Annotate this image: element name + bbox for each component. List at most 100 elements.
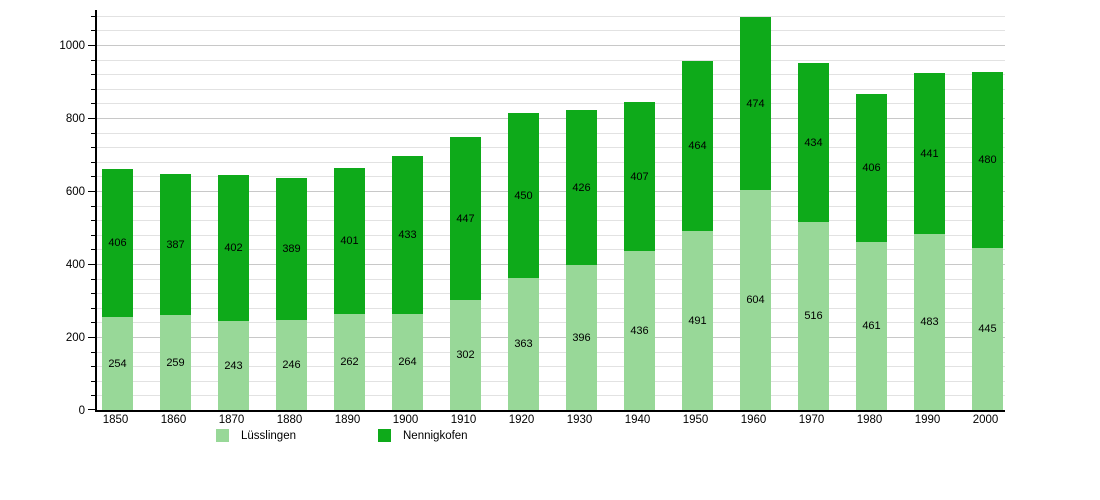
minor-gridline — [97, 220, 1005, 222]
bar-segment-lusslingen: 436 — [624, 251, 655, 410]
bar-group-1870: 243 402 — [218, 175, 249, 410]
minor-gridline — [97, 322, 1005, 324]
legend-label-lusslingen: Lüsslingen — [241, 429, 296, 442]
major-gridline — [97, 264, 1005, 265]
minor-gridline — [97, 366, 1005, 368]
x-tick-label: 1870 — [218, 414, 245, 426]
bar-segment-nennigkofen: 464 — [682, 61, 713, 231]
bar-segment-lusslingen: 363 — [508, 278, 539, 410]
bar-segment-lusslingen: 259 — [160, 315, 191, 410]
minor-gridline — [97, 147, 1005, 149]
bar-group-1930: 396 426 — [566, 110, 597, 410]
bar-group-2000: 445 480 — [972, 72, 1003, 410]
y-tick-label: 0 — [78, 405, 85, 417]
bar-group-1890: 262 401 — [334, 168, 365, 410]
y-axis-tick — [91, 278, 95, 280]
bar-value-label: 436 — [630, 324, 649, 337]
bar-segment-lusslingen: 461 — [856, 242, 887, 410]
bar-value-label: 474 — [746, 97, 765, 110]
bar-value-label: 434 — [804, 136, 823, 149]
bar-segment-nennigkofen: 474 — [740, 17, 771, 190]
x-tick-label: 1850 — [102, 414, 129, 426]
y-axis-tick — [91, 351, 95, 353]
bar-value-label: 396 — [572, 331, 591, 344]
bar-segment-lusslingen: 243 — [218, 321, 249, 410]
bar-group-1860: 259 387 — [160, 174, 191, 410]
bar-value-label: 464 — [688, 140, 707, 152]
major-gridline — [97, 337, 1005, 338]
x-tick-label: 1940 — [624, 414, 651, 426]
bar-segment-lusslingen: 264 — [392, 314, 423, 410]
y-axis-tick — [91, 234, 95, 236]
y-axis-tick — [88, 45, 95, 46]
bar-value-label: 483 — [920, 316, 939, 328]
bar-group-1970: 516 434 — [798, 63, 829, 410]
bar-segment-lusslingen: 516 — [798, 222, 829, 410]
x-tick-label: 1880 — [276, 414, 303, 426]
bar-value-label: 491 — [688, 314, 707, 327]
bar-segment-nennigkofen: 433 — [392, 156, 423, 314]
bar-group-1850: 254 406 — [102, 169, 133, 410]
x-tick-label: 1910 — [450, 414, 477, 426]
major-gridline — [97, 118, 1005, 119]
legend-swatch-nennigkofen — [378, 429, 391, 442]
bar-group-1900: 264 433 — [392, 156, 423, 410]
x-tick-label: 1990 — [914, 414, 941, 426]
legend-swatch-lusslingen — [216, 429, 229, 442]
x-tick-label: 1980 — [856, 414, 883, 426]
bar-segment-nennigkofen: 406 — [102, 169, 133, 317]
y-axis-tick — [91, 132, 95, 134]
bar-segment-nennigkofen: 389 — [276, 178, 307, 320]
minor-gridline — [97, 293, 1005, 295]
y-axis-tick — [91, 307, 95, 309]
minor-gridline — [97, 249, 1005, 251]
bar-segment-lusslingen: 246 — [276, 320, 307, 410]
bar-value-label: 604 — [746, 294, 765, 306]
bar-segment-nennigkofen: 480 — [972, 72, 1003, 248]
bar-value-label: 246 — [282, 359, 301, 371]
y-axis-tick — [91, 15, 95, 17]
y-tick-label: 600 — [65, 186, 85, 198]
x-tick-label: 1930 — [566, 414, 593, 426]
y-tick-label: 400 — [65, 259, 85, 271]
bar-value-label: 406 — [862, 162, 881, 174]
x-tick-label: 2000 — [972, 414, 999, 426]
major-gridline — [97, 191, 1005, 192]
bar-segment-lusslingen: 254 — [102, 317, 133, 410]
minor-gridline — [97, 380, 1005, 382]
bar-segment-nennigkofen: 401 — [334, 168, 365, 314]
bar-segment-lusslingen: 302 — [450, 300, 481, 410]
minor-gridline — [97, 205, 1005, 207]
y-axis-tick — [91, 205, 95, 207]
y-tick-label: 200 — [65, 332, 85, 344]
x-tick-label: 1860 — [160, 414, 187, 426]
y-tick-label: 800 — [65, 113, 85, 125]
bar-group-1990: 483 441 — [914, 73, 945, 410]
y-axis-tick — [91, 161, 95, 163]
bar-value-label: 264 — [398, 356, 417, 368]
major-gridline — [97, 45, 1005, 46]
bar-value-label: 254 — [108, 357, 127, 370]
bar-segment-nennigkofen: 406 — [856, 94, 887, 242]
bar-group-1920: 363 450 — [508, 113, 539, 410]
bar-segment-nennigkofen: 402 — [218, 175, 249, 321]
y-axis-tick — [88, 118, 95, 119]
y-axis-tick — [91, 220, 95, 222]
minor-gridline — [97, 351, 1005, 353]
bar-segment-lusslingen: 604 — [740, 190, 771, 410]
bar-value-label: 445 — [978, 323, 997, 335]
bar-value-label: 387 — [166, 238, 185, 251]
bar-value-label: 302 — [456, 349, 475, 361]
legend-label-nennigkofen: Nennigkofen — [403, 429, 468, 442]
bar-group-1880: 246 389 — [276, 178, 307, 410]
legend-item-nennigkofen: Nennigkofen — [378, 429, 468, 442]
bar-segment-nennigkofen: 387 — [160, 174, 191, 315]
bar-value-label: 426 — [572, 181, 591, 194]
minor-gridline — [97, 132, 1005, 134]
bar-value-label: 259 — [166, 356, 185, 369]
bar-segment-nennigkofen: 450 — [508, 113, 539, 278]
x-tick-label: 1960 — [740, 414, 767, 426]
x-tick-label: 1890 — [334, 414, 361, 426]
x-tick-label: 1970 — [798, 414, 825, 426]
